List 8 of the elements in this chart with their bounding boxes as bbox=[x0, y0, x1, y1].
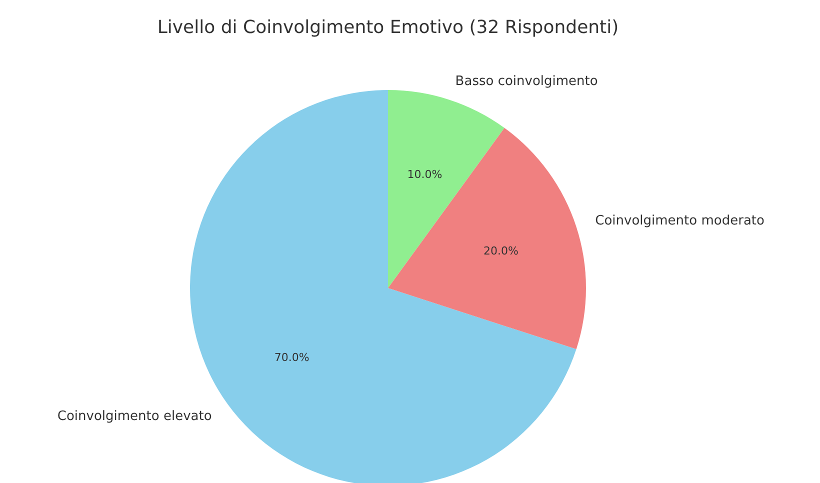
chart-title: Livello di Coinvolgimento Emotivo (32 Rispondenti) bbox=[157, 16, 619, 38]
data-label: 20.0% bbox=[484, 244, 518, 258]
data-label: 10.0% bbox=[407, 168, 442, 182]
slice-label: Coinvolgimento elevato bbox=[57, 409, 212, 424]
data-label: 70.0% bbox=[274, 350, 310, 364]
slice-label: Basso coinvolgimento bbox=[455, 74, 598, 89]
slice-label: Coinvolgimento moderato bbox=[595, 214, 765, 229]
pie-slice bbox=[388, 128, 586, 350]
